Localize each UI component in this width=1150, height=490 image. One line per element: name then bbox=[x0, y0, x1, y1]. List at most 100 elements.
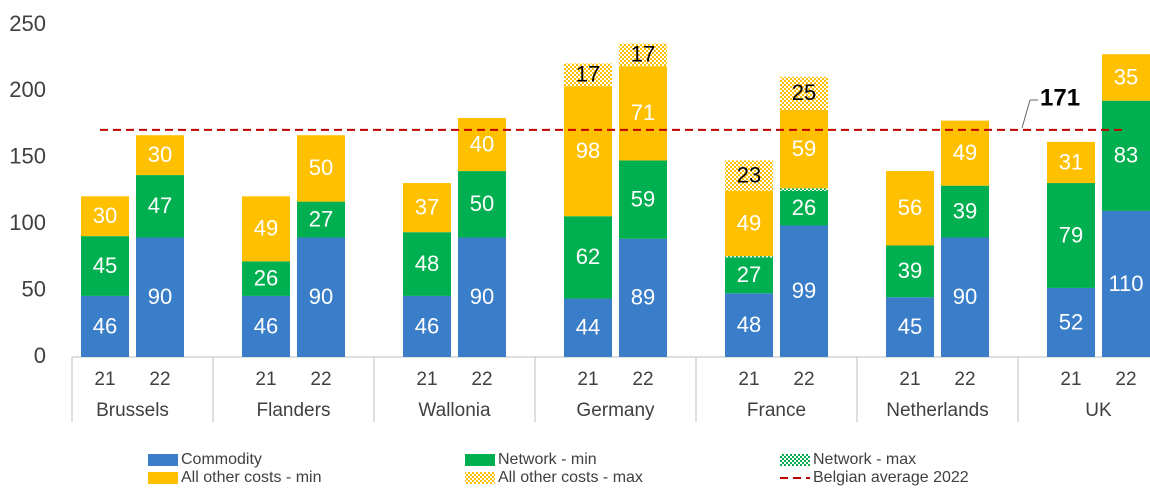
bar-segment bbox=[564, 63, 612, 87]
bar-segment bbox=[403, 295, 451, 357]
x-tick-label: 21 bbox=[738, 369, 759, 390]
bar-segment bbox=[136, 135, 184, 176]
bar-segment bbox=[81, 236, 129, 296]
bar-segment bbox=[403, 232, 451, 296]
bar-segment bbox=[941, 237, 989, 357]
bar-segment bbox=[297, 237, 345, 357]
data-label: 31 bbox=[1059, 149, 1083, 174]
bar-segment bbox=[725, 256, 773, 258]
data-label: 52 bbox=[1059, 309, 1083, 334]
bar-segment bbox=[780, 225, 828, 357]
data-label: 45 bbox=[93, 253, 117, 278]
data-label: 35 bbox=[1114, 64, 1138, 89]
bar-segment bbox=[564, 216, 612, 299]
legend-swatch bbox=[780, 454, 810, 466]
data-label: 89 bbox=[631, 285, 655, 310]
bar-segment bbox=[725, 293, 773, 357]
data-label: 47 bbox=[148, 193, 172, 218]
bar-segment bbox=[242, 295, 290, 357]
legend-label: All other costs - min bbox=[181, 469, 321, 486]
legend-label: Network - min bbox=[498, 451, 597, 468]
bar-segment bbox=[886, 245, 934, 298]
group-label: Netherlands bbox=[886, 400, 988, 421]
bar-segment bbox=[458, 237, 506, 357]
data-label: 26 bbox=[792, 195, 816, 220]
data-label: 62 bbox=[576, 244, 600, 269]
data-label: 46 bbox=[415, 313, 439, 338]
bar-segment bbox=[403, 183, 451, 233]
bar-segment bbox=[81, 295, 129, 357]
bar-segment bbox=[725, 191, 773, 257]
legend-label: Belgian average 2022 bbox=[813, 469, 969, 486]
y-tick-label: 250 bbox=[9, 11, 46, 36]
data-label: 49 bbox=[737, 210, 761, 235]
data-label: 83 bbox=[1114, 143, 1138, 168]
data-label: 79 bbox=[1059, 222, 1083, 247]
x-tick-label: 22 bbox=[954, 369, 975, 390]
group-label: UK bbox=[1085, 400, 1112, 421]
group-label: Wallonia bbox=[418, 400, 491, 421]
bar-segment bbox=[941, 185, 989, 238]
data-label: 49 bbox=[254, 216, 278, 241]
x-tick-label: 22 bbox=[149, 369, 170, 390]
bar-segment bbox=[458, 117, 506, 172]
x-tick-label: 21 bbox=[577, 369, 598, 390]
data-label: 26 bbox=[254, 265, 278, 290]
annotation-leader bbox=[1021, 99, 1031, 129]
bar-segment bbox=[725, 257, 773, 294]
bar-segment bbox=[780, 109, 828, 189]
bar-segment bbox=[780, 76, 828, 110]
data-label: 50 bbox=[309, 155, 333, 180]
data-label: 40 bbox=[470, 131, 494, 156]
y-tick-label: 50 bbox=[22, 276, 46, 301]
group-label: France bbox=[747, 400, 806, 421]
data-label: 56 bbox=[898, 195, 922, 220]
y-tick-label: 200 bbox=[9, 77, 46, 102]
legend-swatch bbox=[148, 454, 178, 466]
legend-swatch bbox=[465, 472, 495, 484]
y-tick-label: 150 bbox=[9, 144, 46, 169]
bar-segment bbox=[619, 43, 667, 67]
legend-label: Network - max bbox=[813, 451, 916, 468]
bar-segment bbox=[1047, 183, 1095, 288]
x-tick-label: 22 bbox=[471, 369, 492, 390]
bar-segment bbox=[458, 171, 506, 238]
bar-segment bbox=[619, 238, 667, 357]
group-label: Flanders bbox=[257, 400, 331, 421]
data-label: 46 bbox=[254, 313, 278, 338]
bar-segment bbox=[725, 160, 773, 191]
x-tick-label: 21 bbox=[1060, 369, 1081, 390]
y-tick-label: 0 bbox=[34, 343, 46, 368]
data-label: 39 bbox=[953, 198, 977, 223]
reference-label: 171 bbox=[1040, 84, 1080, 111]
bar-segment bbox=[297, 135, 345, 202]
bar-segment bbox=[1102, 100, 1150, 211]
bar-segment bbox=[1102, 210, 1150, 357]
data-label: 25 bbox=[792, 80, 816, 105]
legend-label: Commodity bbox=[181, 451, 262, 468]
x-tick-label: 22 bbox=[310, 369, 331, 390]
bar-segment bbox=[242, 261, 290, 296]
y-tick-label: 100 bbox=[9, 210, 46, 235]
data-label: 90 bbox=[309, 284, 333, 309]
bar-segment bbox=[564, 86, 612, 217]
bar-segment bbox=[1047, 141, 1095, 184]
x-tick-label: 22 bbox=[1115, 369, 1136, 390]
bar-segment bbox=[136, 237, 184, 357]
bar-segment bbox=[941, 120, 989, 186]
data-label: 17 bbox=[576, 62, 600, 87]
data-label: 59 bbox=[631, 186, 655, 211]
bar-segment bbox=[297, 201, 345, 238]
bar-segment bbox=[780, 188, 828, 191]
data-label: 27 bbox=[309, 206, 333, 231]
legend-swatch bbox=[148, 472, 178, 484]
x-tick-label: 22 bbox=[632, 369, 653, 390]
bar-segment bbox=[136, 175, 184, 238]
data-label: 90 bbox=[953, 284, 977, 309]
x-tick-label: 21 bbox=[416, 369, 437, 390]
x-tick-label: 21 bbox=[94, 369, 115, 390]
data-label: 48 bbox=[737, 312, 761, 337]
data-label: 90 bbox=[470, 284, 494, 309]
bar-segment bbox=[1047, 287, 1095, 357]
bar-segment bbox=[619, 66, 667, 161]
